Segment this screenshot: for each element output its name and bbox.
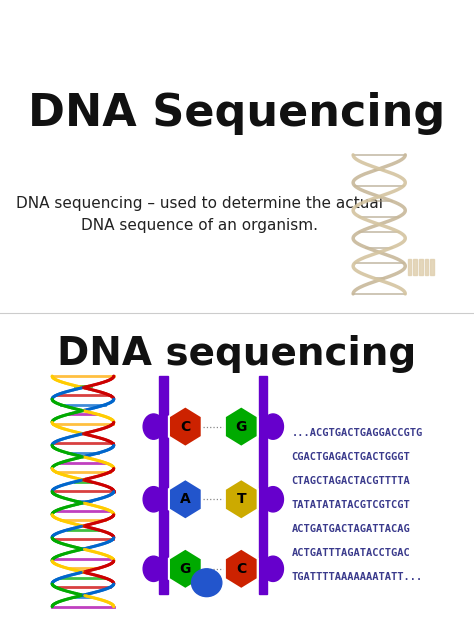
Polygon shape	[169, 479, 202, 520]
Polygon shape	[169, 549, 202, 589]
Text: DNA sequencing – used to determine the actual
DNA sequence of an organism.: DNA sequencing – used to determine the a…	[16, 197, 383, 233]
Bar	[159, 376, 168, 594]
Bar	[425, 259, 428, 275]
Text: A: A	[180, 492, 191, 506]
Polygon shape	[169, 406, 202, 447]
Ellipse shape	[143, 556, 164, 581]
Bar	[408, 259, 411, 275]
Text: ...ACGTGACTGAGGACCGTG: ...ACGTGACTGAGGACCGTG	[292, 428, 423, 438]
Polygon shape	[225, 479, 258, 520]
Text: CGACTGAGACTGACTGGGT: CGACTGAGACTGACTGGGT	[292, 452, 410, 462]
Ellipse shape	[143, 414, 164, 439]
Ellipse shape	[191, 569, 222, 597]
Text: G: G	[180, 562, 191, 576]
Ellipse shape	[143, 487, 164, 512]
Polygon shape	[225, 406, 258, 447]
Bar	[419, 259, 423, 275]
Text: TGATTTTAAAAAAATATT...: TGATTTTAAAAAAATATT...	[292, 572, 423, 582]
Bar	[430, 259, 434, 275]
Text: ACTGATGACTAGATTACAG: ACTGATGACTAGATTACAG	[292, 524, 410, 534]
Ellipse shape	[263, 487, 283, 512]
Text: G: G	[236, 420, 247, 434]
Text: T: T	[237, 492, 246, 506]
Text: C: C	[236, 562, 246, 576]
Text: DNA sequencing: DNA sequencing	[57, 335, 417, 373]
Ellipse shape	[263, 556, 283, 581]
Text: ACTGATTTAGATACCTGAC: ACTGATTTAGATACCTGAC	[292, 548, 410, 558]
Text: C: C	[180, 420, 191, 434]
Text: CTAGCTAGACTACGTTTTA: CTAGCTAGACTACGTTTTA	[292, 476, 410, 486]
Text: TATATATATACGTCGTCGT: TATATATATACGTCGTCGT	[292, 500, 410, 510]
Text: DNA Sequencing: DNA Sequencing	[28, 92, 446, 135]
Bar	[413, 259, 417, 275]
Bar	[259, 376, 267, 594]
Ellipse shape	[263, 414, 283, 439]
Polygon shape	[225, 549, 258, 589]
